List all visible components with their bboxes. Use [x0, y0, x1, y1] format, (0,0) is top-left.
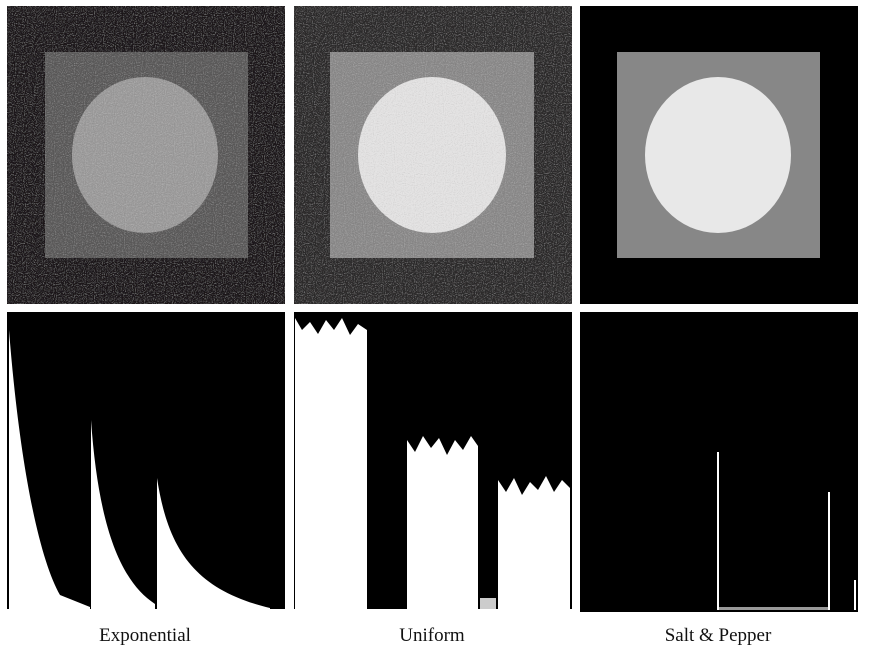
salt-pepper-image [580, 6, 858, 304]
caption: Salt & Pepper [665, 625, 772, 646]
caption: Exponential [99, 625, 191, 646]
exponential-histogram [7, 312, 285, 612]
salt-pepper-histogram [580, 312, 858, 612]
caption: Uniform [399, 625, 465, 646]
uniform-image [294, 6, 572, 304]
uniform-histogram [294, 312, 572, 612]
exponential-image [7, 6, 285, 304]
